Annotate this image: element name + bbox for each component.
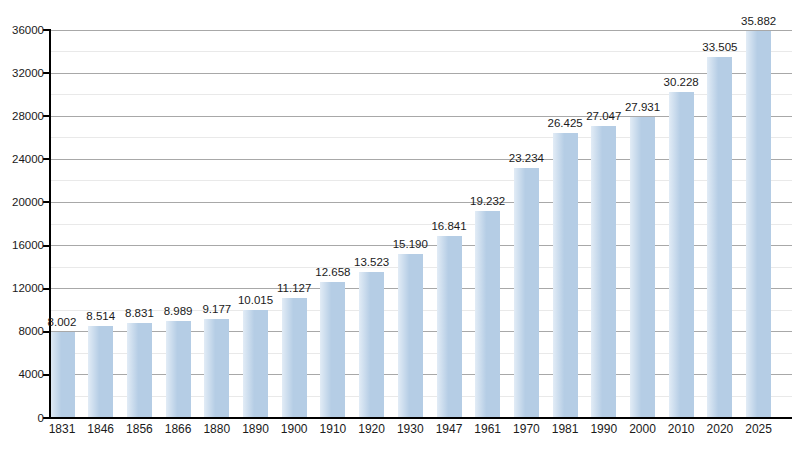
y-axis-label: 36000: [0, 24, 44, 37]
bar-1866: [166, 321, 191, 417]
x-axis-label: 1910: [320, 422, 347, 436]
x-axis-line: [49, 417, 792, 419]
x-axis-label: 2020: [707, 422, 734, 436]
y-axis-label: 32000: [0, 67, 44, 80]
x-axis-label: 1947: [436, 422, 463, 436]
y-axis-label: 8000: [0, 325, 44, 338]
bar-1900: [282, 298, 307, 417]
y-axis-label: 0: [0, 412, 44, 425]
bar-1990: [591, 126, 616, 417]
y-axis-line: [49, 29, 51, 419]
bar-value-label: 26.425: [548, 117, 583, 129]
bar-2025: [746, 31, 771, 417]
x-axis-label: 1920: [358, 422, 385, 436]
x-axis-label: 1900: [281, 422, 308, 436]
x-axis-label: 1990: [590, 422, 617, 436]
population-bar-chart: 0 4000 8000 12000 16000 20000 24000 28000 32000 3…: [0, 0, 800, 450]
y-axis-label: 16000: [0, 239, 44, 252]
x-axis-label: 1856: [126, 422, 153, 436]
bar-2020: [707, 57, 732, 417]
bar-2000: [630, 117, 655, 417]
bar-1890: [243, 310, 268, 417]
bar-value-label: 8.989: [164, 305, 193, 317]
bar-value-label: 11.127: [277, 282, 311, 294]
y-axis-label: 4000: [0, 368, 44, 381]
y-axis-label: 24000: [0, 153, 44, 166]
bar-1910: [320, 282, 345, 417]
bar-1856: [127, 323, 152, 417]
bar-value-label: 13.523: [354, 256, 389, 268]
x-axis-label: 1831: [49, 422, 76, 436]
bar-value-label: 16.841: [431, 220, 466, 232]
bar-value-label: 30.228: [664, 76, 699, 88]
bar-2010: [669, 92, 694, 417]
bar-value-label: 12.658: [315, 266, 350, 278]
bar-1831: [50, 332, 75, 417]
major-gridline: [50, 30, 792, 31]
x-axis-label: 1880: [203, 422, 230, 436]
y-axis-label: 20000: [0, 196, 44, 209]
bar-value-label: 8.002: [48, 316, 77, 328]
x-axis-label: 2000: [629, 422, 656, 436]
bar-1880: [204, 319, 229, 417]
y-axis-label: 12000: [0, 282, 44, 295]
x-axis-label: 2025: [745, 422, 772, 436]
bar-1930: [398, 254, 423, 417]
bar-value-label: 23.234: [509, 152, 544, 164]
bar-1961: [475, 211, 500, 417]
bar-value-label: 19.232: [470, 195, 505, 207]
bar-value-label: 15.190: [393, 238, 428, 250]
bar-value-label: 33.505: [702, 41, 737, 53]
bar-value-label: 9.177: [202, 303, 231, 315]
minor-gridline: [50, 51, 792, 52]
x-axis-label: 1846: [87, 422, 114, 436]
bar-value-label: 10.015: [238, 294, 273, 306]
bar-1846: [88, 326, 113, 417]
x-axis-label: 2010: [668, 422, 695, 436]
x-axis-label: 1890: [242, 422, 269, 436]
major-gridline: [50, 73, 792, 74]
bar-value-label: 35.882: [741, 15, 776, 27]
x-axis-label: 1930: [397, 422, 424, 436]
bar-1920: [359, 272, 384, 417]
x-axis-label: 1970: [513, 422, 540, 436]
bar-value-label: 8.514: [86, 310, 115, 322]
bar-1970: [514, 168, 539, 417]
x-axis-label: 1866: [165, 422, 192, 436]
bar-value-label: 27.047: [586, 110, 621, 122]
x-axis-label: 1961: [474, 422, 501, 436]
bar-value-label: 27.931: [625, 101, 660, 113]
x-axis-label: 1981: [552, 422, 579, 436]
bar-1947: [437, 236, 462, 417]
bar-value-label: 8.831: [125, 307, 154, 319]
y-axis-label: 28000: [0, 110, 44, 123]
bar-1981: [553, 133, 578, 417]
